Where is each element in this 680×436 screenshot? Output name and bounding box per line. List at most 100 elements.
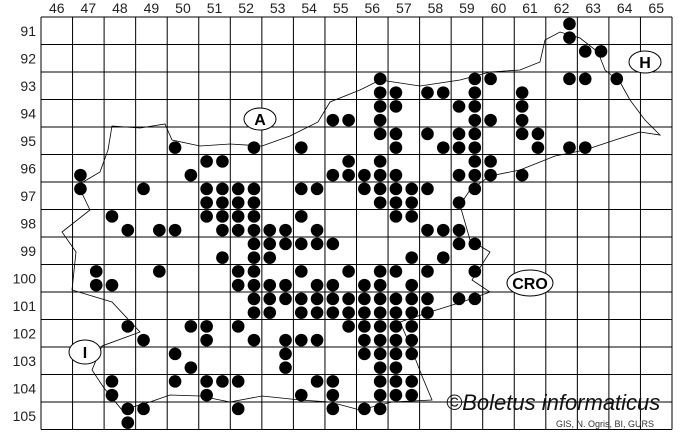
occurrence-dot bbox=[231, 210, 245, 223]
occurrence-dot bbox=[263, 278, 277, 292]
occurrence-dot bbox=[373, 333, 387, 347]
occurrence-dot bbox=[373, 375, 387, 388]
occurrence-dot bbox=[373, 196, 387, 209]
occurrence-dot bbox=[279, 361, 292, 374]
occurrence-dots bbox=[74, 17, 624, 429]
occurrence-dot bbox=[216, 223, 229, 237]
occurrence-dot bbox=[342, 292, 355, 306]
occurrence-dot bbox=[200, 333, 213, 347]
occurrence-dot bbox=[389, 168, 403, 182]
occurrence-dot bbox=[358, 402, 371, 416]
occurrence-dot bbox=[373, 306, 387, 319]
occurrence-dot bbox=[373, 402, 387, 416]
occurrence-dot bbox=[247, 306, 261, 319]
occurrence-dot bbox=[373, 155, 387, 168]
row-label: 97 bbox=[20, 188, 36, 204]
occurrence-dot bbox=[452, 100, 466, 113]
occurrence-dot bbox=[373, 168, 387, 182]
column-label: 52 bbox=[238, 0, 254, 16]
occurrence-dot bbox=[279, 292, 292, 306]
column-label: 65 bbox=[648, 0, 664, 16]
occurrence-dot bbox=[294, 306, 308, 319]
occurrence-dot bbox=[373, 182, 387, 196]
occurrence-dot bbox=[563, 141, 576, 154]
occurrence-dot bbox=[578, 72, 592, 86]
occurrence-dot bbox=[342, 320, 355, 333]
occurrence-dot bbox=[247, 333, 261, 347]
occurrence-dot bbox=[484, 168, 497, 182]
occurrence-dot bbox=[373, 320, 387, 333]
occurrence-dot bbox=[389, 196, 403, 209]
occurrence-dot bbox=[468, 155, 482, 168]
occurrence-dot bbox=[231, 196, 245, 209]
occurrence-dot bbox=[310, 237, 324, 251]
occurrence-dot bbox=[231, 320, 245, 333]
occurrence-dot bbox=[405, 333, 419, 347]
column-label: 58 bbox=[428, 0, 444, 16]
occurrence-dot bbox=[405, 292, 419, 306]
occurrence-dot bbox=[121, 402, 135, 416]
occurrence-dot bbox=[468, 127, 482, 141]
occurrence-dot bbox=[531, 141, 545, 154]
occurrence-dot bbox=[137, 182, 150, 196]
occurrence-dot bbox=[200, 196, 213, 209]
column-labels: 46 47 48 49 50 51 52 53 54 55 56 57 58 59 60 61 62 63 64 65 bbox=[49, 0, 664, 16]
occurrence-dot bbox=[184, 168, 198, 182]
occurrence-dot bbox=[484, 113, 497, 127]
column-label: 54 bbox=[301, 0, 317, 16]
occurrence-dot bbox=[405, 388, 419, 402]
label-hungary-text: H bbox=[639, 55, 651, 72]
occurrence-dot bbox=[421, 306, 434, 319]
occurrence-dot bbox=[436, 86, 450, 99]
label-croatia: CRO bbox=[506, 269, 554, 297]
occurrence-dot bbox=[405, 320, 419, 333]
occurrence-dot bbox=[216, 251, 229, 264]
occurrence-dot bbox=[326, 388, 340, 402]
row-label: 101 bbox=[13, 298, 37, 314]
occurrence-dot bbox=[484, 155, 497, 168]
occurrence-dot bbox=[342, 168, 355, 182]
occurrence-dot bbox=[216, 155, 229, 168]
occurrence-dot bbox=[200, 320, 213, 333]
occurrence-dot bbox=[389, 141, 403, 154]
occurrence-dot bbox=[373, 127, 387, 141]
occurrence-dot bbox=[421, 292, 434, 306]
occurrence-dot bbox=[200, 155, 213, 168]
occurrence-dot bbox=[216, 196, 229, 209]
occurrence-dot bbox=[358, 278, 371, 292]
occurrence-dot bbox=[358, 292, 371, 306]
occurrence-dot bbox=[216, 210, 229, 223]
occurrence-dot bbox=[200, 375, 213, 388]
column-label: 63 bbox=[585, 0, 601, 16]
row-labels: 91 92 93 94 95 96 97 98 99 100 101 102 103 104 105 bbox=[13, 23, 37, 424]
occurrence-dot bbox=[263, 237, 277, 251]
occurrence-dot bbox=[389, 86, 403, 99]
occurrence-dot bbox=[563, 31, 576, 44]
occurrence-dot bbox=[468, 182, 482, 196]
occurrence-dot bbox=[405, 347, 419, 361]
occurrence-dot bbox=[168, 141, 182, 154]
row-label: 94 bbox=[20, 105, 36, 121]
occurrence-dot bbox=[389, 210, 403, 223]
occurrence-dot bbox=[358, 168, 371, 182]
occurrence-dot bbox=[279, 333, 292, 347]
occurrence-dot bbox=[405, 375, 419, 388]
occurrence-dot bbox=[310, 223, 324, 237]
occurrence-dot bbox=[468, 265, 482, 278]
column-label: 48 bbox=[112, 0, 128, 16]
occurrence-dot bbox=[326, 168, 340, 182]
occurrence-dot bbox=[515, 168, 529, 182]
occurrence-dot bbox=[105, 278, 119, 292]
occurrence-dot bbox=[200, 210, 213, 223]
occurrence-dot bbox=[247, 182, 261, 196]
occurrence-dot bbox=[263, 292, 277, 306]
occurrence-dot bbox=[342, 113, 355, 127]
occurrence-dot bbox=[184, 361, 198, 374]
occurrence-dot bbox=[74, 168, 87, 182]
occurrence-dot bbox=[468, 100, 482, 113]
occurrence-dot bbox=[105, 375, 119, 388]
label-italy: I bbox=[68, 339, 102, 365]
occurrence-dot bbox=[168, 375, 182, 388]
occurrence-dot bbox=[452, 196, 466, 209]
occurrence-dot bbox=[168, 223, 182, 237]
